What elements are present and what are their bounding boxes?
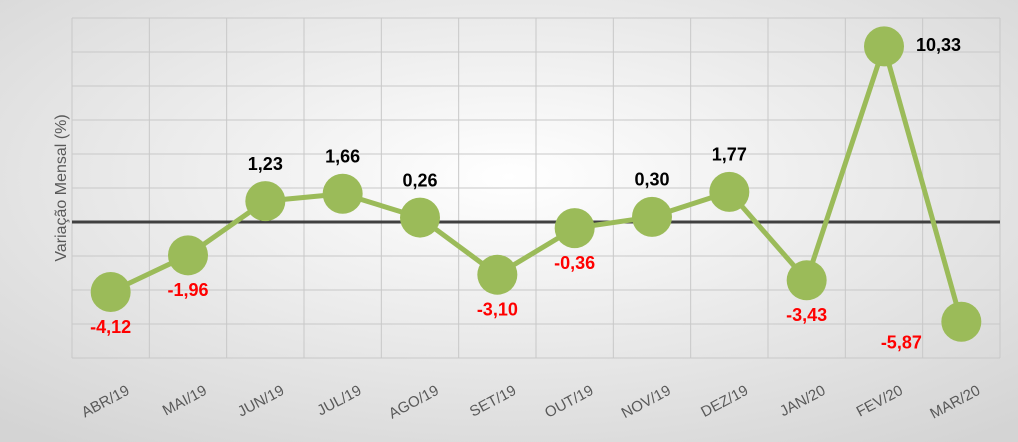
marker: [168, 235, 208, 276]
data-label: 1,66: [325, 147, 360, 167]
marker: [477, 254, 518, 295]
data-label: 1,23: [248, 154, 283, 174]
marker: [90, 272, 131, 313]
marker: [941, 301, 982, 342]
data-label: -0,36: [554, 253, 595, 273]
data-label: -3,10: [477, 299, 518, 319]
marker: [245, 181, 286, 222]
marker: [322, 173, 363, 214]
data-label: 0,26: [402, 170, 437, 190]
data-label: 10,33: [916, 35, 961, 55]
marker: [709, 171, 750, 212]
marker: [400, 197, 440, 238]
y-axis-label: Variação Mensal (%): [53, 114, 70, 261]
data-label: -3,43: [786, 305, 827, 325]
marker: [554, 208, 595, 249]
data-label: 0,30: [634, 170, 669, 190]
data-label: -4,12: [90, 317, 131, 337]
marker: [786, 260, 827, 301]
marker: [632, 196, 672, 237]
data-label: 1,77: [712, 145, 747, 165]
marker: [864, 26, 904, 67]
data-label: -1,96: [167, 280, 208, 300]
data-label: -5,87: [881, 333, 922, 353]
